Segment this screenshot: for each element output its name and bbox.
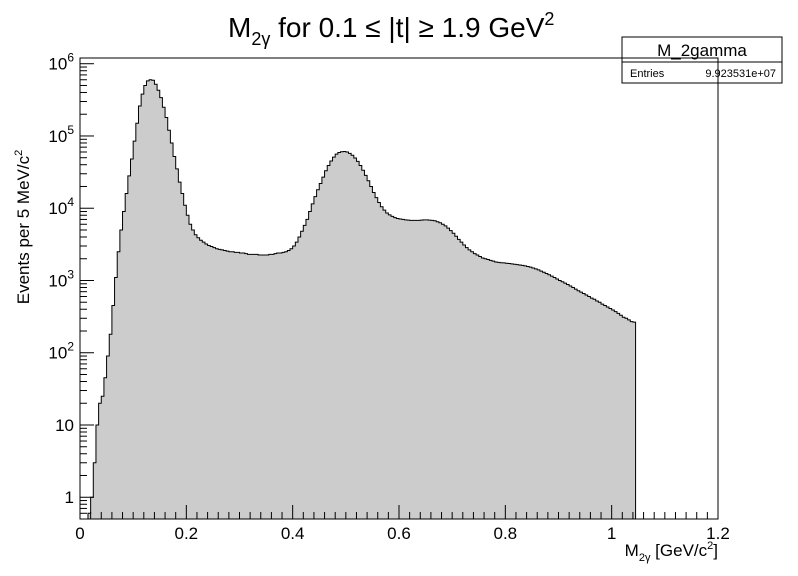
- y-tick-label: 103: [48, 267, 74, 290]
- y-tick-label: 104: [48, 195, 74, 218]
- y-axis: 1 10 102 103 104 105 106: [48, 51, 94, 520]
- x-tick-label: 0.6: [387, 524, 411, 543]
- y-tick-label: 10: [55, 416, 74, 435]
- x-tick-label: 1: [607, 524, 616, 543]
- stats-entries-label: Entries: [630, 68, 665, 80]
- x-tick-label: 1.2: [706, 524, 730, 543]
- stats-entries-value: 9.923531e+07: [705, 68, 776, 80]
- x-tick-label: 0.4: [281, 524, 305, 543]
- y-tick-label: 102: [48, 340, 74, 363]
- y-tick-label: 106: [48, 51, 74, 74]
- y-tick-label: 105: [48, 123, 74, 146]
- y-tick-label: 1: [65, 488, 74, 507]
- x-tick-label: 0.2: [175, 524, 199, 543]
- y-axis-title: Events per 5 MeV/c2: [13, 150, 33, 304]
- x-axis: 0 0.2 0.4 0.6 0.8 1 1.2: [75, 505, 730, 543]
- stats-box-frame: [621, 36, 783, 84]
- x-axis-title: M2γ [GeV/c2]: [625, 540, 718, 564]
- stats-box-name: M_2gamma: [657, 41, 747, 60]
- stats-box: M_2gamma Entries 9.923531e+07: [621, 36, 783, 84]
- histogram-series: [80, 79, 637, 520]
- x-tick-label: 0.8: [494, 524, 518, 543]
- plot-area: 0 0.2 0.4 0.6 0.8 1 1.2 1 10 102 103 104 105 106: [48, 51, 729, 543]
- chart-title: M2γ for 0.1 ≤ |t| ≥ 1.9 GeV2: [228, 9, 554, 49]
- x-tick-label: 0: [75, 524, 84, 543]
